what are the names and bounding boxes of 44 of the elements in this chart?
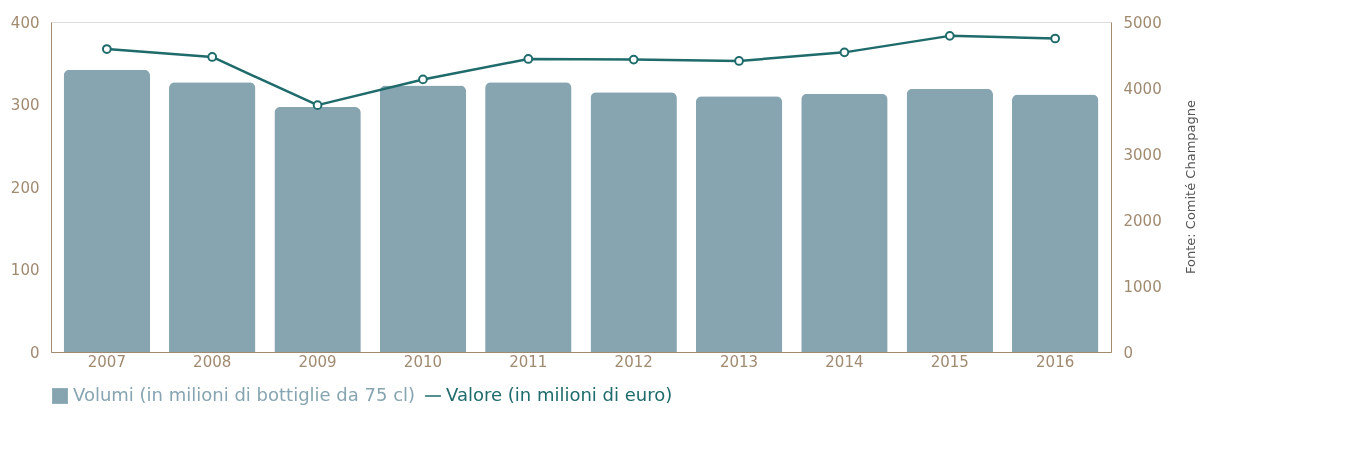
y2-tick-label: 1000: [1123, 277, 1162, 296]
y-tick-label: 300: [10, 96, 40, 114]
point: [418, 74, 428, 85]
y2-tick-label: 0: [1123, 343, 1134, 362]
y-tick-label: 200: [10, 178, 40, 197]
point: [523, 54, 534, 64]
bar: [801, 93, 888, 352]
y2-tick-label: 3000: [1123, 145, 1162, 164]
x-tick-label: 2012: [614, 352, 653, 371]
x-tick-label: 2016: [1036, 352, 1075, 371]
bar: [379, 85, 467, 352]
x-tick-label: 2014: [825, 352, 864, 371]
x-tick-label: 2011: [509, 352, 548, 371]
x-tick-label: 2013: [719, 352, 759, 371]
point: [734, 56, 744, 66]
bar: [169, 82, 256, 352]
y2-tick-label: 4000: [1123, 79, 1162, 98]
bar: [590, 92, 677, 352]
y2-tick-label: 5000: [1123, 13, 1162, 32]
point: [1050, 33, 1061, 44]
y-tick-label: 400: [10, 13, 40, 32]
y-tick-label: 0: [29, 343, 40, 362]
point: [628, 54, 639, 65]
x-tick-label: 2008: [193, 352, 232, 371]
bar: [274, 106, 361, 352]
x-tick-label: 2010: [403, 352, 443, 371]
y-tick-label: 100: [10, 261, 40, 279]
bar: [1011, 94, 1099, 352]
point: [207, 52, 218, 62]
x-tick-label: 2007: [87, 352, 126, 371]
bar: [695, 96, 783, 352]
point: [839, 47, 850, 58]
bar: [63, 69, 151, 352]
legend-label: Valore (in milioni di euro): [446, 384, 673, 405]
bar: [906, 88, 993, 352]
legend-label: Volumi (in milioni di bottiglie da 75 cl): [73, 384, 416, 405]
x-tick-label: 2009: [298, 352, 337, 371]
point: [101, 44, 112, 54]
point: [312, 100, 323, 111]
bar: [485, 82, 572, 352]
source-note: Fonte: Comité Champagne: [1183, 99, 1198, 275]
y2-tick-label: 2000: [1123, 211, 1162, 230]
point: [944, 30, 955, 41]
x-tick-label: 2015: [930, 352, 969, 371]
